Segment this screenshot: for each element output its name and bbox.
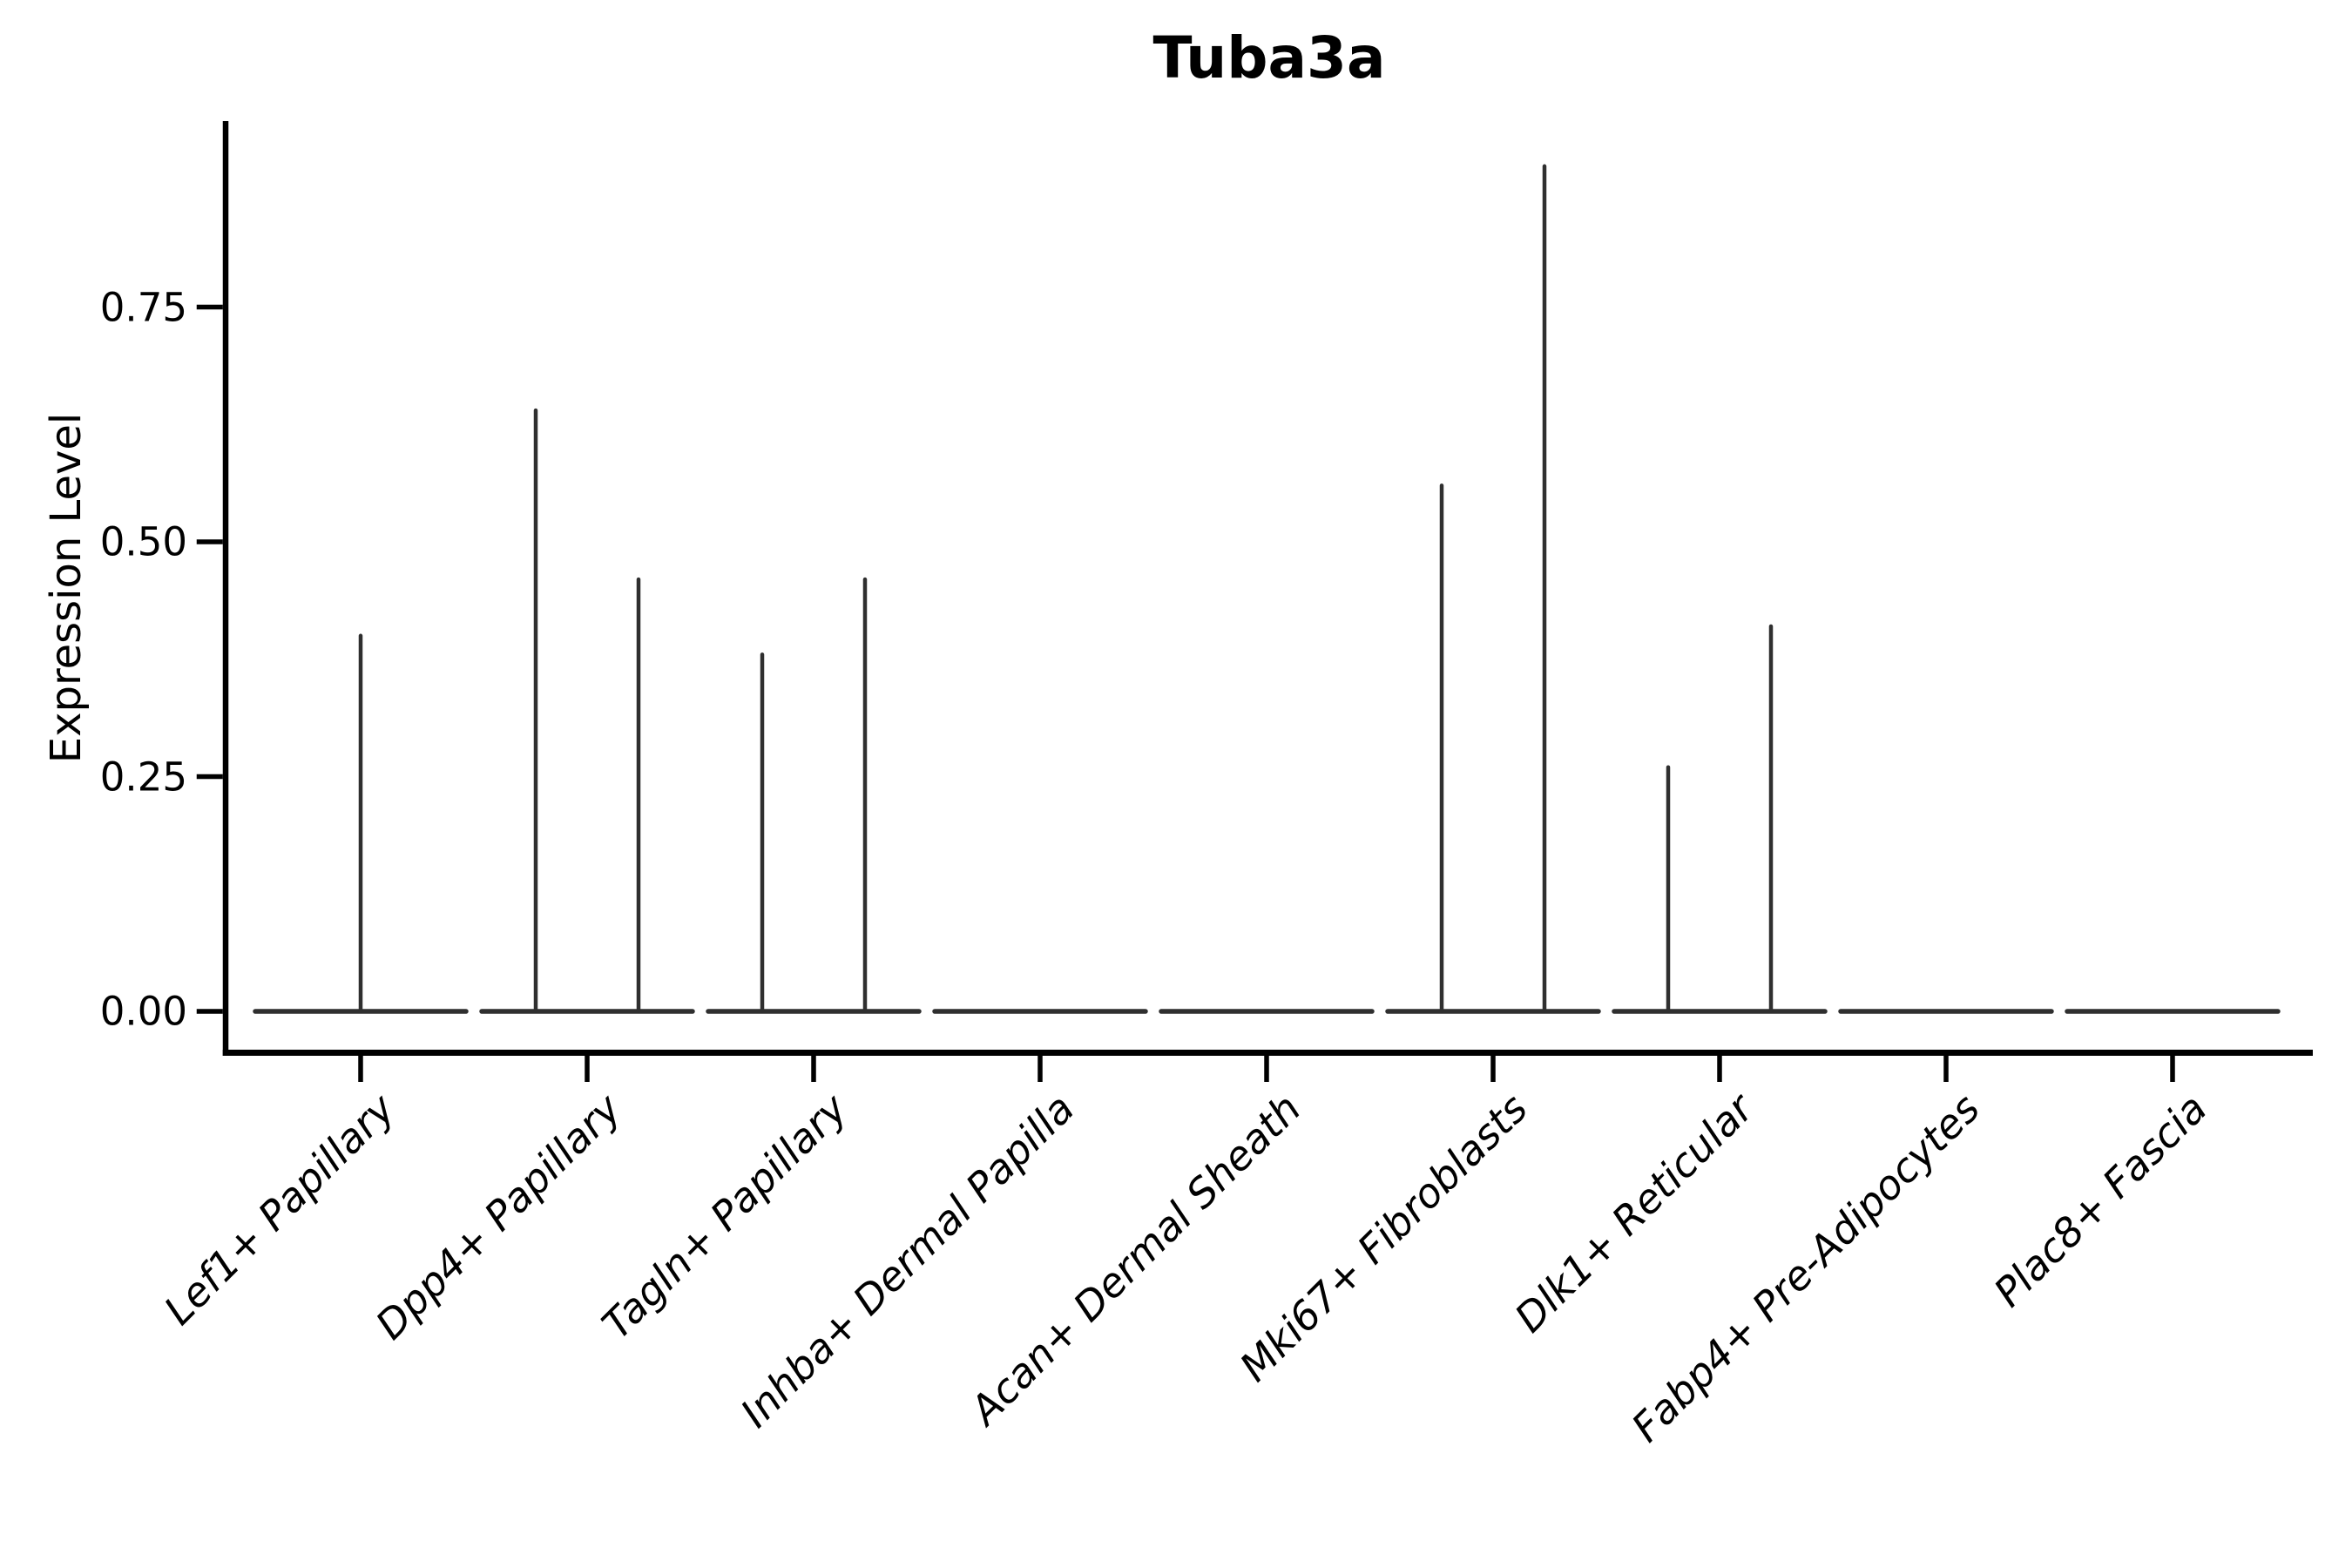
chart-title: Tuba3a [1152, 24, 1386, 91]
y-axis-label: Expression Level [42, 412, 91, 764]
y-tick-label: 0.50 [99, 518, 187, 565]
y-tick-label: 0.75 [99, 284, 187, 330]
y-tick-label: 0.00 [99, 988, 187, 1035]
y-tick-label: 0.25 [99, 754, 187, 800]
